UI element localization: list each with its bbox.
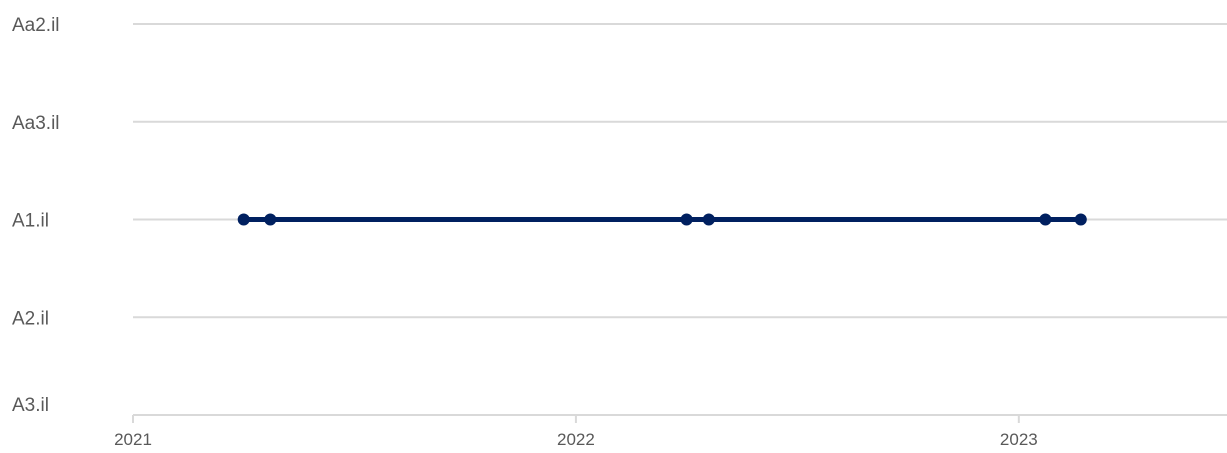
y-tick-label: A2.il	[12, 308, 49, 329]
x-tick-label: 2023	[1000, 430, 1038, 449]
data-point-5	[1039, 213, 1052, 226]
x-tick-label: 2022	[557, 430, 595, 449]
x-tick-label: 2021	[114, 430, 152, 449]
data-point-2	[264, 213, 277, 226]
data-point-6	[1074, 213, 1087, 226]
data-point-3	[680, 213, 693, 226]
y-axis: Aa2.il Aa3.il A1.il A2.il A3.il	[12, 15, 60, 416]
y-tick-label: Aa3.il	[12, 113, 60, 134]
y-tick-label: Aa2.il	[12, 15, 60, 36]
data-point-1	[237, 213, 250, 226]
gridlines	[133, 23, 1227, 319]
data-point-4	[702, 213, 715, 226]
series	[237, 213, 1087, 226]
y-tick-label: A1.il	[12, 211, 49, 232]
y-tick-label: A3.il	[12, 395, 49, 416]
x-axis: 2021 2022 2023	[114, 414, 1227, 449]
